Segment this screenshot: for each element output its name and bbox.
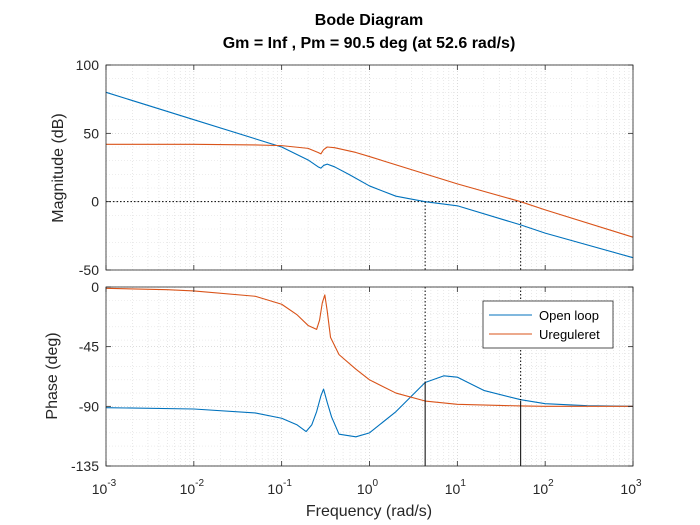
chart-subtitle: Gm = Inf , Pm = 90.5 deg (at 52.6 rad/s) — [223, 35, 516, 52]
chart-title: Bode Diagram — [315, 12, 423, 29]
magnitude-y-tick-label: 50 — [83, 125, 99, 141]
phase-y-tick-label: 0 — [91, 279, 99, 295]
x-tick-label: 10-1 — [267, 478, 292, 497]
x-tick-label: 10-3 — [92, 478, 117, 497]
phase-axis-label: Phase (deg) — [44, 332, 61, 419]
legend-label-0: Open loop — [539, 308, 599, 323]
x-axis-label: Frequency (rad/s) — [306, 503, 432, 520]
magnitude-series-open-loop — [105, 91, 634, 259]
x-tick-label: 100 — [357, 478, 379, 497]
legend-label-1: Ureguleret — [539, 327, 600, 342]
magnitude-y-tick-label: 100 — [76, 57, 100, 73]
x-tick-label: 102 — [533, 478, 555, 497]
phase-y-tick-label: -45 — [79, 339, 99, 355]
magnitude-y-tick-label: 0 — [91, 194, 99, 210]
x-tick-label: 103 — [620, 478, 642, 497]
phase-y-tick-label: -135 — [71, 458, 99, 474]
x-tick-label: 10-2 — [180, 478, 205, 497]
magnitude-series-ureguleret — [106, 143, 634, 238]
phase-y-tick-label: -90 — [79, 398, 99, 414]
x-tick-label: 101 — [445, 478, 467, 497]
phase-series-open-loop — [105, 375, 634, 438]
magnitude-axis-label: Magnitude (dB) — [50, 113, 67, 222]
legend-box — [482, 300, 614, 349]
phase-series-ureguleret — [105, 287, 633, 407]
magnitude-y-tick-label: -50 — [79, 262, 99, 278]
